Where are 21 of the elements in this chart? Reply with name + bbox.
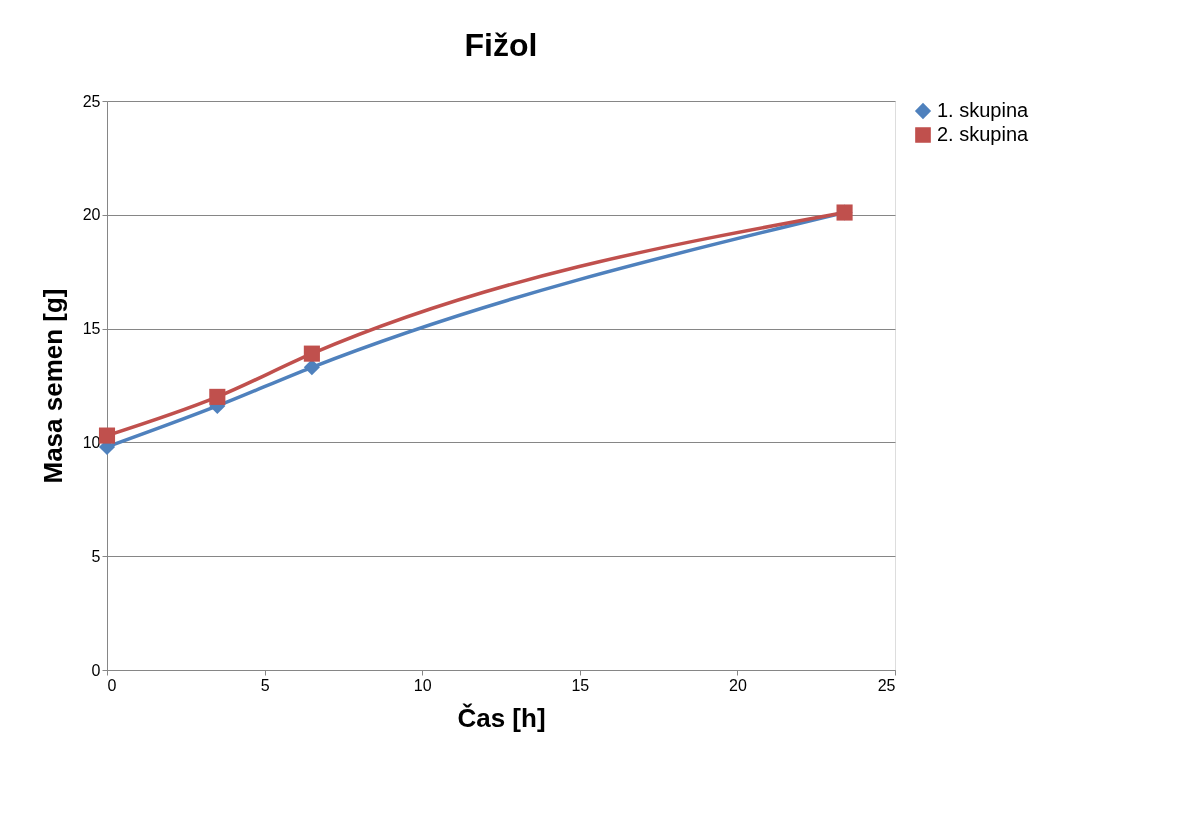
- y-tick-label: 25: [82, 92, 101, 110]
- x-tick-label: 10: [413, 676, 432, 694]
- legend-label: 1. skupina: [937, 99, 1030, 121]
- point: [303, 345, 320, 362]
- point: [209, 388, 226, 405]
- y-tick-label: 20: [82, 206, 101, 224]
- x-tick-label: 20: [729, 676, 747, 694]
- x-tick-label: 5: [260, 676, 270, 694]
- point: [98, 427, 116, 444]
- point: [303, 359, 320, 376]
- y-tick-label: 0: [91, 661, 101, 679]
- x-axis-title: Čas [h]: [457, 702, 546, 733]
- y-tick-label: 15: [82, 320, 101, 338]
- x-tick-label: 15: [571, 676, 590, 694]
- x-tick-label: 0: [107, 676, 117, 694]
- x-tick-label: 25: [877, 676, 896, 694]
- legend-label: 2. skupina: [937, 123, 1030, 145]
- y-tick-label: 10: [82, 433, 101, 451]
- y-axis-title: Masa semen [g]: [37, 288, 68, 484]
- y-tick-label: 5: [91, 547, 101, 565]
- chart-title: Fižol: [464, 27, 538, 63]
